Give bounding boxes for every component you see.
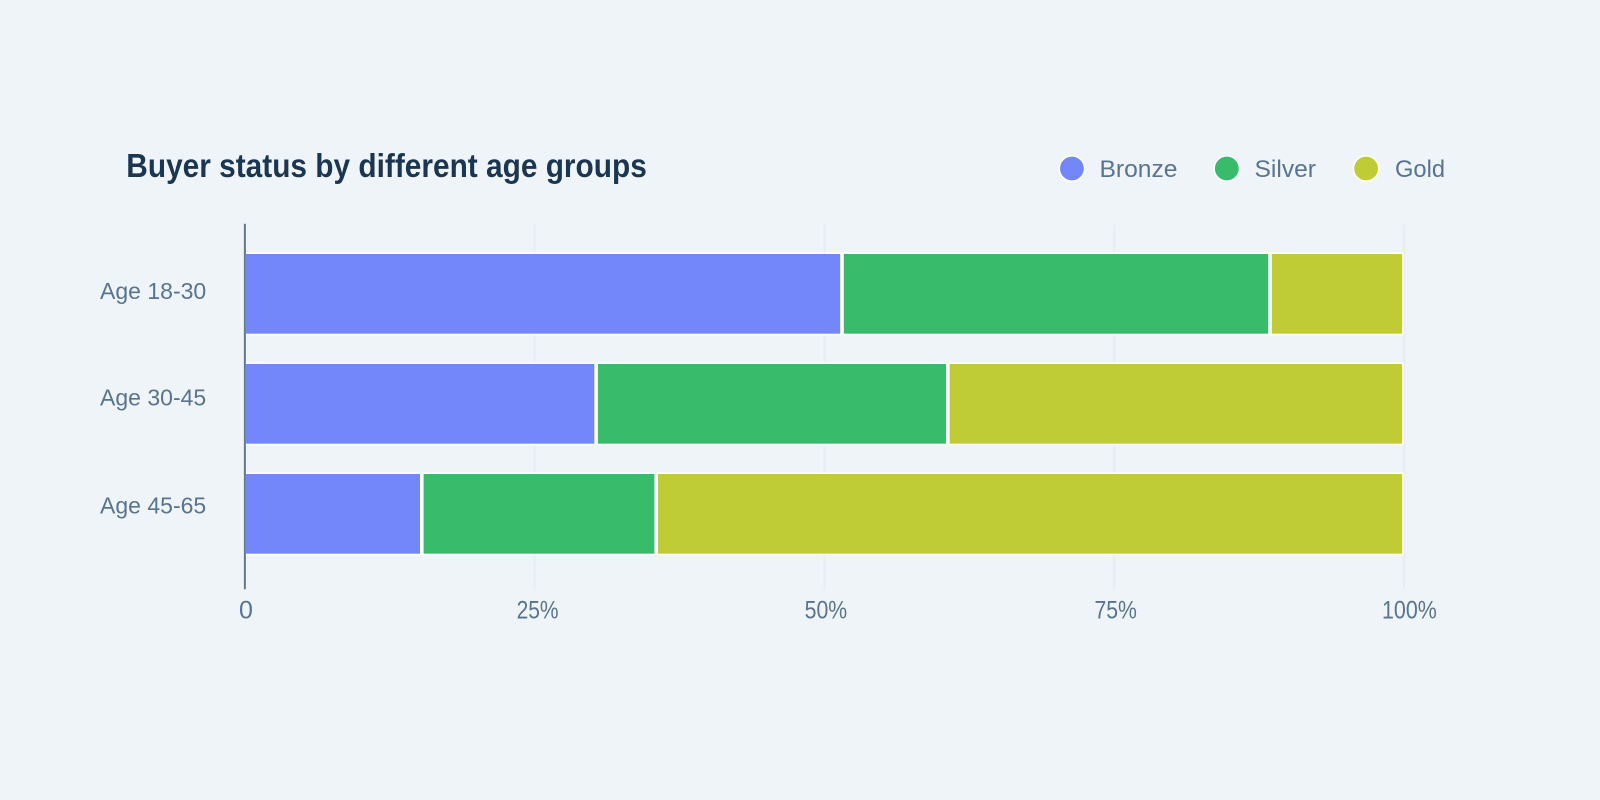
svg-text:Silver: Silver <box>1255 156 1317 183</box>
svg-text:Age 30-45: Age 30-45 <box>100 385 206 411</box>
svg-text:25%: 25% <box>517 597 559 625</box>
svg-text:100%: 100% <box>1382 597 1437 625</box>
svg-text:Gold: Gold <box>1395 156 1445 183</box>
svg-text:0: 0 <box>239 597 253 625</box>
svg-text:Bronze: Bronze <box>1100 156 1178 183</box>
svg-text:75%: 75% <box>1094 597 1137 625</box>
svg-text:Age 45-65: Age 45-65 <box>100 493 206 519</box>
svg-text:Buyer status by different age: Buyer status by different age groups <box>126 147 647 184</box>
svg-text:Age 18-30: Age 18-30 <box>100 278 206 304</box>
svg-text:50%: 50% <box>805 597 848 625</box>
